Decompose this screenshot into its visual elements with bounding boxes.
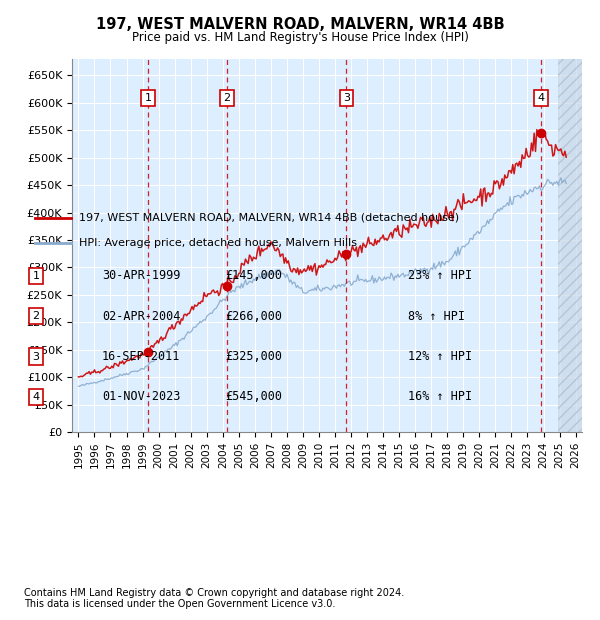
Bar	[558, 59, 582, 432]
Text: 197, WEST MALVERN ROAD, MALVERN, WR14 4BB: 197, WEST MALVERN ROAD, MALVERN, WR14 4B…	[95, 17, 505, 32]
Text: HPI: Average price, detached house, Malvern Hills: HPI: Average price, detached house, Malv…	[79, 237, 357, 247]
Text: 23% ↑ HPI: 23% ↑ HPI	[408, 270, 472, 282]
Text: 2: 2	[223, 93, 230, 103]
Text: 16-SEP-2011: 16-SEP-2011	[102, 350, 181, 363]
Text: 2: 2	[32, 311, 40, 321]
Text: £545,000: £545,000	[225, 391, 282, 403]
Text: 4: 4	[32, 392, 40, 402]
Text: 12% ↑ HPI: 12% ↑ HPI	[408, 350, 472, 363]
Text: Price paid vs. HM Land Registry's House Price Index (HPI): Price paid vs. HM Land Registry's House …	[131, 31, 469, 44]
Text: 30-APR-1999: 30-APR-1999	[102, 270, 181, 282]
Text: 1: 1	[32, 271, 40, 281]
Text: 3: 3	[32, 352, 40, 361]
Text: 4: 4	[537, 93, 544, 103]
Text: 197, WEST MALVERN ROAD, MALVERN, WR14 4BB (detached house): 197, WEST MALVERN ROAD, MALVERN, WR14 4B…	[79, 213, 460, 223]
Text: 1: 1	[145, 93, 151, 103]
Text: 16% ↑ HPI: 16% ↑ HPI	[408, 391, 472, 403]
Text: This data is licensed under the Open Government Licence v3.0.: This data is licensed under the Open Gov…	[24, 599, 335, 609]
Text: £145,000: £145,000	[225, 270, 282, 282]
Text: 8% ↑ HPI: 8% ↑ HPI	[408, 310, 465, 322]
Text: 01-NOV-2023: 01-NOV-2023	[102, 391, 181, 403]
Text: £266,000: £266,000	[225, 310, 282, 322]
Text: Contains HM Land Registry data © Crown copyright and database right 2024.: Contains HM Land Registry data © Crown c…	[24, 588, 404, 598]
Text: 02-APR-2004: 02-APR-2004	[102, 310, 181, 322]
Text: £325,000: £325,000	[225, 350, 282, 363]
Text: 3: 3	[343, 93, 350, 103]
